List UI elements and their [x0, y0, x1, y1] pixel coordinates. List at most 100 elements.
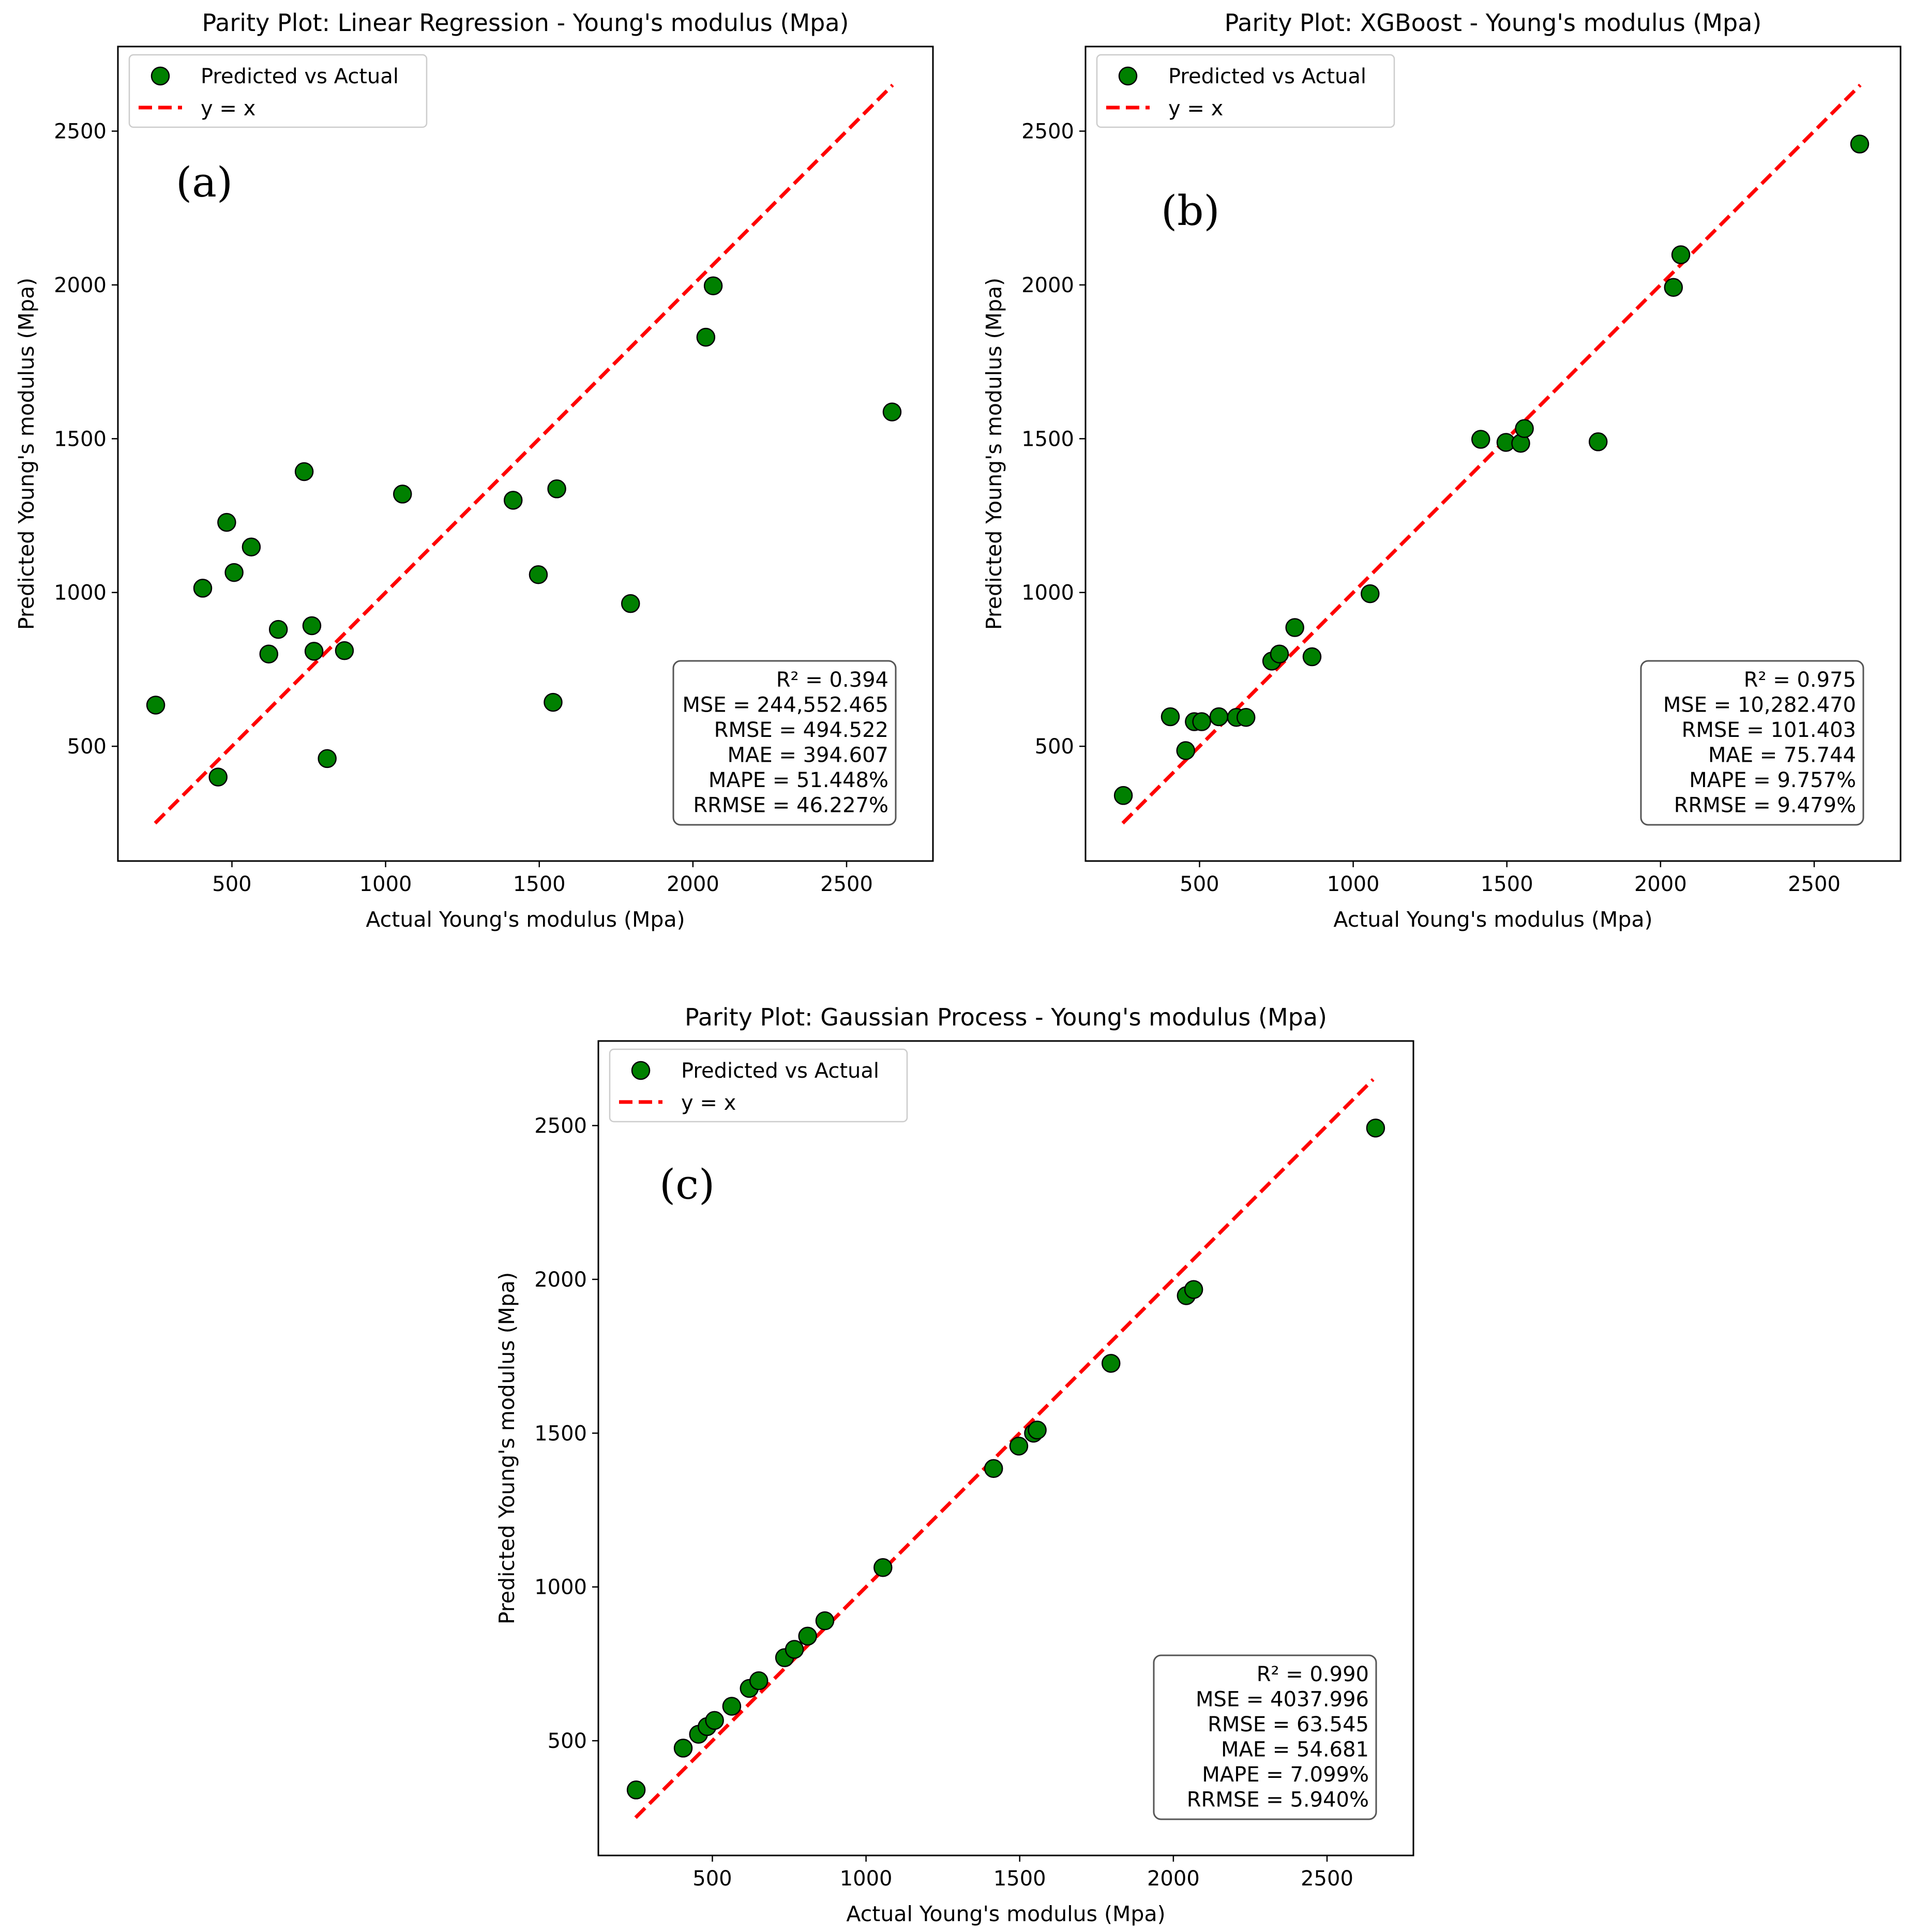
y-tick-label: 1000: [54, 581, 107, 605]
data-point: [1176, 741, 1195, 760]
legend: Predicted vs Actual y = x: [609, 1048, 908, 1123]
metric-line: MSE = 244,552.465: [682, 693, 888, 717]
data-point: [1236, 707, 1256, 727]
data-point: [193, 579, 213, 598]
metrics-box-frame: [672, 660, 897, 826]
data-point: [1361, 584, 1380, 603]
metric-line: MAE = 54.681: [1221, 1738, 1369, 1762]
plot-frame: [597, 1040, 1414, 1856]
data-point: [882, 402, 902, 421]
y-tick-label: 2500: [54, 120, 107, 144]
data-point: [1209, 707, 1229, 727]
data-point: [1161, 707, 1180, 727]
y-tick-label: 1000: [534, 1576, 587, 1599]
panel-label: (b): [1161, 187, 1220, 235]
x-axis-label: Actual Young's modulus (Mpa): [1333, 907, 1652, 932]
data-point: [1471, 430, 1490, 449]
data-point: [626, 1780, 646, 1800]
x-tick-label: 2500: [1301, 1867, 1353, 1891]
metric-line: MAPE = 51.448%: [709, 768, 888, 792]
metric-line: RMSE = 494.522: [714, 718, 888, 742]
x-tick-label: 2500: [1788, 872, 1841, 896]
y-tick-label: 1500: [54, 427, 107, 451]
data-point: [705, 1711, 724, 1730]
x-axis-label: Actual Young's modulus (Mpa): [366, 907, 685, 932]
data-point: [1009, 1437, 1029, 1456]
data-point: [749, 1671, 768, 1690]
legend-box: [1096, 54, 1395, 128]
plot-frame: [1084, 46, 1902, 862]
panel-c: Parity Plot: Gaussian Process - Young's …: [494, 1003, 1414, 1926]
data-point: [208, 767, 228, 787]
panel-a: Parity Plot: Linear Regression - Young's…: [14, 9, 934, 932]
data-point: [722, 1697, 742, 1716]
y-tick-label: 2000: [1021, 274, 1074, 297]
legend-scatter-label: Predicted vs Actual: [201, 65, 399, 88]
data-point: [146, 696, 165, 715]
x-tick-label: 1500: [1481, 872, 1533, 896]
y-tick-label: 1000: [1021, 581, 1074, 605]
panel-b: Parity Plot: XGBoost - Young's modulus (…: [982, 9, 1902, 932]
data-point: [1588, 432, 1608, 451]
data-point: [785, 1640, 804, 1659]
y-tick-label: 2000: [534, 1268, 587, 1292]
legend-box: [128, 54, 428, 128]
y-tick-label: 2500: [1021, 120, 1074, 144]
data-point: [1192, 712, 1211, 731]
legend-box: [609, 1048, 908, 1123]
data-point: [673, 1739, 693, 1758]
data-point: [503, 491, 523, 510]
data-point: [318, 749, 337, 768]
data-point: [1101, 1354, 1121, 1373]
legend-marker-icon: [150, 66, 170, 86]
data-point: [302, 616, 322, 636]
x-axis-label: Actual Young's modulus (Mpa): [846, 1901, 1165, 1926]
y-tick-label: 2000: [54, 274, 107, 297]
x-tick-label: 1000: [359, 872, 412, 896]
x-tick-label: 2500: [820, 872, 873, 896]
legend-line-label: y = x: [681, 1091, 736, 1115]
metric-line: R² = 0.990: [1257, 1663, 1369, 1686]
metric-line: RRMSE = 5.940%: [1187, 1788, 1369, 1812]
data-point: [1671, 245, 1691, 264]
legend-scatter-label: Predicted vs Actual: [681, 1059, 879, 1083]
legend-marker-icon: [631, 1061, 651, 1080]
data-point: [621, 594, 640, 613]
metric-line: MAPE = 9.757%: [1689, 768, 1856, 792]
metric-line: RMSE = 63.545: [1208, 1713, 1369, 1737]
data-point: [815, 1611, 835, 1631]
data-point: [873, 1558, 893, 1577]
data-point: [242, 537, 261, 556]
data-point: [547, 479, 566, 499]
data-point: [294, 462, 314, 481]
metrics-box-frame: [1640, 660, 1864, 826]
data-point: [984, 1459, 1003, 1478]
reference-line-y-equals-x: [154, 83, 894, 825]
y-tick-label: 500: [548, 1729, 587, 1753]
metric-line: MSE = 4037.996: [1196, 1688, 1369, 1712]
data-point: [1285, 618, 1304, 637]
data-point: [393, 485, 412, 504]
legend-marker-icon: [1118, 66, 1138, 86]
data-point: [1113, 786, 1133, 805]
data-point: [259, 644, 279, 663]
data-point: [798, 1626, 817, 1646]
x-tick-label: 500: [212, 872, 251, 896]
chart-title: Parity Plot: Gaussian Process - Young's …: [685, 1003, 1327, 1031]
y-axis-label: Predicted Young's modulus (Mpa): [982, 278, 1006, 630]
y-tick-label: 1500: [534, 1422, 587, 1445]
data-point: [304, 642, 324, 661]
data-point: [529, 565, 548, 584]
data-point: [703, 276, 723, 295]
x-tick-label: 500: [692, 1867, 732, 1891]
metric-line: MSE = 10,282.470: [1663, 693, 1856, 717]
x-tick-label: 1500: [993, 1867, 1046, 1891]
x-tick-label: 1500: [513, 872, 566, 896]
plot-frame: [117, 46, 934, 862]
data-point: [335, 641, 354, 660]
chart-title: Parity Plot: XGBoost - Young's modulus (…: [1225, 9, 1762, 37]
data-point: [1270, 644, 1289, 663]
x-tick-label: 1000: [840, 1867, 893, 1891]
